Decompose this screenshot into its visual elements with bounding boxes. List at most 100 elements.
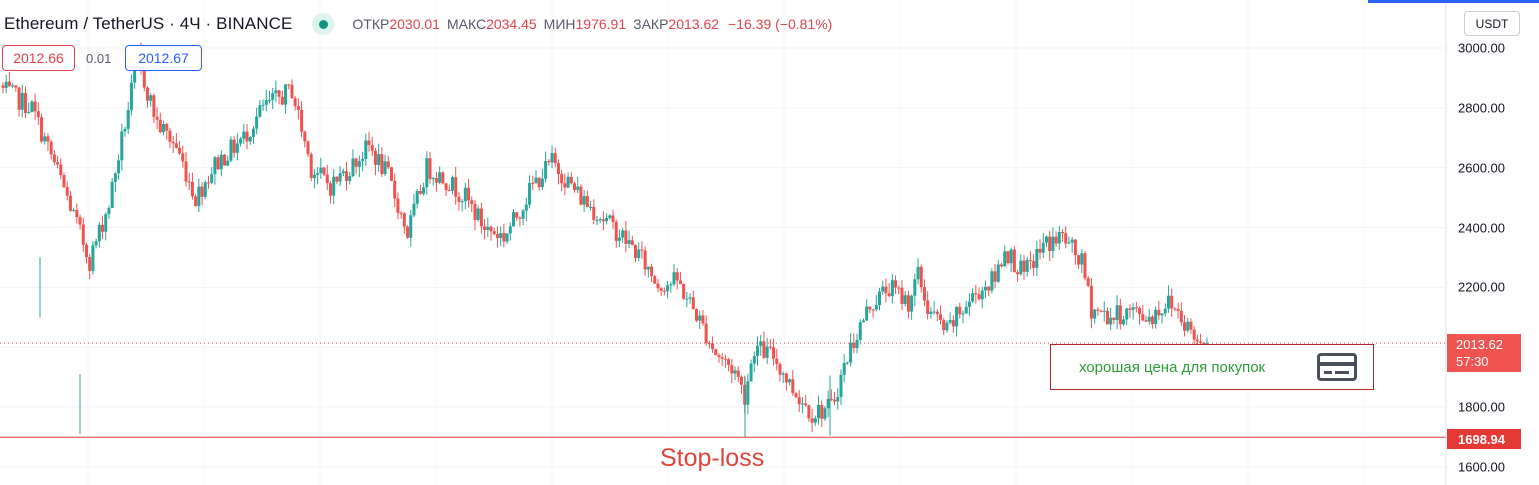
candle-body	[322, 167, 326, 175]
candle-body	[56, 162, 60, 165]
price-tick-label: 2200.00	[1458, 279, 1505, 295]
candle-body	[723, 358, 727, 360]
symbol-title[interactable]: Ethereum / TetherUS · 4Ч · BINANCE	[4, 14, 293, 33]
candle-body	[46, 136, 50, 142]
candle-body	[23, 92, 27, 113]
price-tick-label: 1600.00	[1458, 459, 1505, 475]
candle-body	[511, 212, 515, 227]
candle-body	[14, 85, 18, 88]
candle-body	[756, 345, 760, 357]
candle-body	[91, 245, 95, 271]
candle-body	[406, 226, 410, 238]
candle-body	[210, 174, 214, 183]
candle-body	[1032, 261, 1036, 268]
candle-body	[983, 286, 987, 291]
stop-loss-label[interactable]: Stop-loss	[660, 444, 765, 472]
candle-body	[547, 160, 551, 163]
buy-button[interactable]: 2012.67	[125, 45, 202, 71]
candle-body	[653, 276, 657, 284]
candle-body	[878, 291, 882, 306]
candle-body	[563, 183, 567, 188]
candle-body	[505, 233, 509, 242]
candle-body	[104, 214, 108, 232]
candle-body	[685, 298, 689, 300]
candle-body	[1041, 242, 1045, 253]
candle-body	[158, 119, 162, 133]
candle-body	[842, 362, 846, 375]
candle-body	[216, 157, 220, 170]
candle-body	[614, 221, 618, 241]
sell-button[interactable]: 2012.66	[2, 45, 75, 71]
candle-body	[948, 320, 952, 323]
candle-body	[428, 158, 432, 179]
candle-body	[650, 266, 654, 277]
candle-body	[380, 154, 384, 175]
candle-body	[473, 203, 477, 220]
currency-button[interactable]: USDT	[1464, 11, 1520, 36]
candle-body	[829, 398, 833, 400]
candle-body	[698, 315, 702, 321]
candle-body	[592, 206, 596, 220]
candle-body	[200, 186, 204, 197]
candle-body	[1096, 309, 1100, 311]
price-change: −16.39 (−0.81%)	[728, 16, 833, 32]
grid-lines	[0, 0, 1446, 485]
candle-body	[1061, 231, 1065, 234]
candle-body	[309, 154, 313, 178]
candle-body	[338, 173, 342, 182]
candle-body	[303, 131, 307, 142]
candle-body	[627, 240, 631, 244]
candle-body	[328, 183, 332, 196]
candle-body	[871, 309, 875, 311]
candle-body	[1118, 305, 1122, 325]
candle-body	[78, 217, 82, 225]
candle-body	[579, 186, 583, 205]
market-status-icon[interactable]	[312, 13, 335, 35]
candle-body	[27, 112, 31, 114]
candle-body	[1186, 321, 1190, 331]
candle-body	[206, 182, 210, 184]
candle-body	[910, 295, 914, 312]
candle-body	[373, 150, 377, 165]
candle-body	[762, 341, 766, 358]
note-annotation[interactable]: хорошая цена для покупок	[1050, 344, 1374, 390]
last-price-badge: 2013.62 57:30	[1447, 334, 1521, 372]
candle-body	[450, 177, 454, 191]
candle-body	[967, 301, 971, 307]
candle-body	[312, 174, 316, 178]
candle-body	[101, 224, 105, 232]
candle-body	[598, 219, 602, 221]
candle-body	[251, 128, 255, 138]
candle-body	[656, 283, 660, 289]
candle-body	[1064, 233, 1068, 244]
candle-body	[94, 241, 98, 246]
candle-body	[711, 343, 715, 350]
candle-body	[945, 322, 949, 331]
open-value: 2030.01	[389, 16, 440, 32]
candle-body	[1, 85, 5, 88]
high-value: 2034.45	[486, 16, 537, 32]
candle-body	[903, 295, 907, 304]
candle-body	[184, 161, 188, 182]
candle-body	[611, 215, 615, 222]
candle-body	[351, 158, 355, 177]
candle-body	[640, 249, 644, 251]
candle-body	[43, 136, 47, 142]
candle-body	[768, 346, 772, 348]
candle-body	[460, 201, 464, 203]
candle-body	[361, 159, 365, 162]
candle-body	[1067, 242, 1071, 244]
candle-body	[483, 226, 487, 230]
candle-body	[229, 139, 233, 161]
candle-body	[852, 342, 856, 349]
low-label: МИН	[543, 16, 576, 32]
candle-body	[502, 233, 506, 242]
candle-body	[717, 355, 721, 358]
candle-body	[117, 160, 121, 174]
candle-body	[861, 320, 865, 323]
candle-body	[467, 187, 471, 201]
candle-body	[727, 359, 731, 366]
candle-body	[572, 183, 576, 190]
candle-body	[845, 362, 849, 364]
